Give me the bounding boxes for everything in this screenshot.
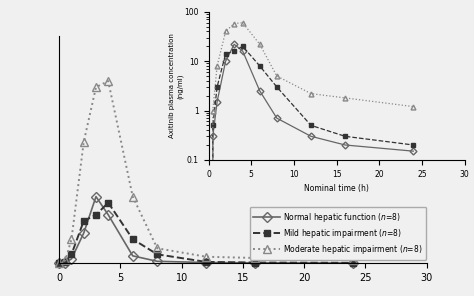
Normal hepatic function ($n$=8) (130, 254, 136, 258)
Mild hepatic impairment ($n$=8) (69, 252, 74, 256)
Mild hepatic impairment ($n$=8) (155, 252, 160, 256)
Normal hepatic function ($n$=8) (203, 261, 209, 264)
Moderate hepatic impairment ($n$=8) (130, 195, 136, 198)
Moderate hepatic impairment ($n$=8) (350, 258, 356, 262)
Moderate hepatic impairment ($n$=8) (203, 255, 209, 258)
Line: Moderate hepatic impairment ($n$=8): Moderate hepatic impairment ($n$=8) (55, 77, 357, 268)
Moderate hepatic impairment ($n$=8) (63, 259, 68, 262)
X-axis label: Nominal time (h): Nominal time (h) (304, 184, 369, 193)
Moderate hepatic impairment ($n$=8) (252, 256, 258, 260)
Normal hepatic function ($n$=8) (350, 261, 356, 265)
Mild hepatic impairment ($n$=8) (203, 260, 209, 264)
Moderate hepatic impairment ($n$=8) (56, 262, 62, 265)
Normal hepatic function ($n$=8) (93, 195, 99, 198)
Moderate hepatic impairment ($n$=8) (155, 247, 160, 250)
Mild hepatic impairment ($n$=8) (81, 219, 87, 223)
Moderate hepatic impairment ($n$=8) (93, 86, 99, 89)
Normal hepatic function ($n$=8) (155, 260, 160, 263)
Moderate hepatic impairment ($n$=8) (105, 79, 111, 83)
Normal hepatic function ($n$=8) (56, 262, 62, 265)
Normal hepatic function ($n$=8) (63, 261, 68, 264)
Line: Mild hepatic impairment ($n$=8): Mild hepatic impairment ($n$=8) (56, 199, 356, 267)
Normal hepatic function ($n$=8) (105, 213, 111, 217)
Legend: Normal hepatic function ($n$=8), Mild hepatic impairment ($n$=8), Moderate hepat: Normal hepatic function ($n$=8), Mild he… (249, 207, 427, 260)
Mild hepatic impairment ($n$=8) (93, 213, 99, 217)
Mild hepatic impairment ($n$=8) (252, 261, 258, 264)
Mild hepatic impairment ($n$=8) (56, 262, 62, 265)
Mild hepatic impairment ($n$=8) (63, 260, 68, 264)
Moderate hepatic impairment ($n$=8) (69, 237, 74, 241)
Y-axis label: Axitinib plasma concentration
(ng/ml): Axitinib plasma concentration (ng/ml) (169, 33, 183, 138)
Normal hepatic function ($n$=8) (252, 261, 258, 265)
Moderate hepatic impairment ($n$=8) (81, 140, 87, 144)
Mild hepatic impairment ($n$=8) (130, 237, 136, 241)
Normal hepatic function ($n$=8) (69, 257, 74, 261)
Mild hepatic impairment ($n$=8) (350, 261, 356, 265)
Mild hepatic impairment ($n$=8) (105, 201, 111, 205)
Line: Normal hepatic function ($n$=8): Normal hepatic function ($n$=8) (56, 193, 356, 267)
Normal hepatic function ($n$=8) (81, 231, 87, 235)
